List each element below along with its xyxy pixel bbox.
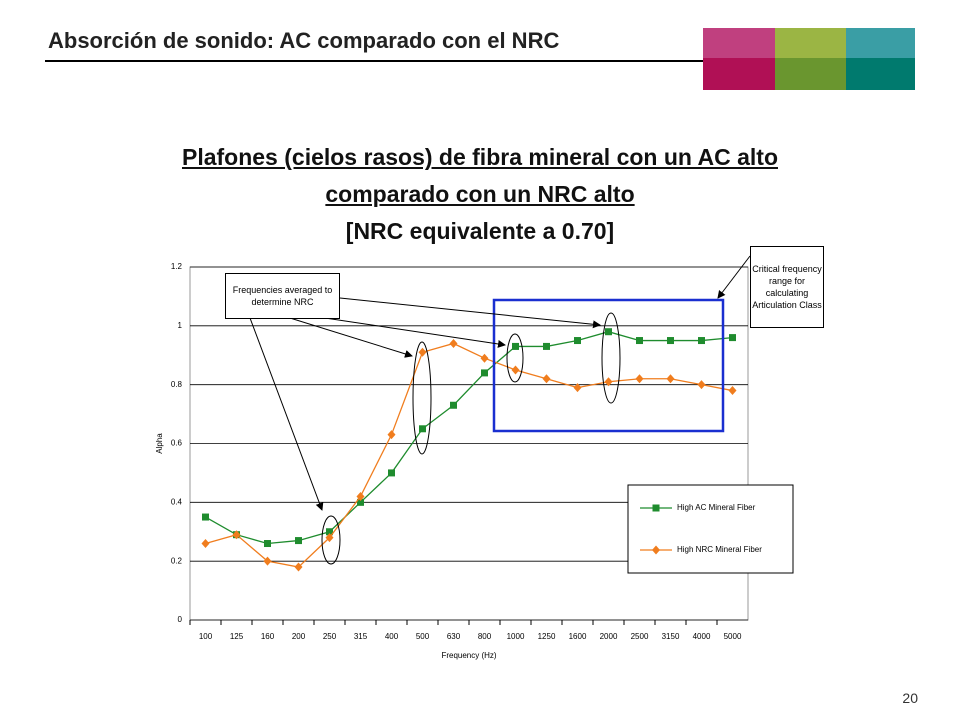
highlight-ellipse bbox=[506, 333, 524, 383]
data-point bbox=[635, 374, 644, 384]
title-rule bbox=[45, 60, 703, 62]
x-tick-label: 400 bbox=[385, 632, 399, 641]
data-point bbox=[325, 533, 334, 543]
x-tick-label: 630 bbox=[447, 632, 461, 641]
color-block bbox=[703, 28, 775, 58]
x-tick-label: 1250 bbox=[538, 632, 556, 641]
data-point bbox=[295, 537, 302, 545]
headline: Plafones (cielos rasos) de fibra mineral… bbox=[181, 144, 778, 170]
x-tick-label: 250 bbox=[323, 632, 337, 641]
data-point bbox=[264, 540, 271, 548]
y-tick-label: 0.4 bbox=[171, 497, 183, 506]
data-point bbox=[449, 338, 458, 348]
data-point bbox=[326, 528, 333, 536]
data-point bbox=[294, 562, 303, 572]
x-tick-label: 2000 bbox=[600, 632, 618, 641]
color-block bbox=[846, 58, 915, 90]
data-point bbox=[652, 504, 660, 512]
x-tick-label: 800 bbox=[478, 632, 492, 641]
data-point bbox=[481, 369, 488, 377]
arrows bbox=[249, 255, 751, 511]
headline: comparado con un NRC alto bbox=[325, 181, 635, 207]
y-axis-label: Alpha bbox=[155, 433, 164, 454]
highlight-ellipse bbox=[601, 312, 621, 404]
slide-title: Absorción de sonido: AC comparado con el… bbox=[48, 28, 560, 53]
annotation: Frequencies averaged to determine NRC bbox=[225, 273, 340, 319]
data-point bbox=[201, 539, 210, 549]
data-point bbox=[480, 353, 489, 363]
data-point bbox=[573, 383, 582, 393]
x-tick-label: 4000 bbox=[693, 632, 711, 641]
x-tick-label: 200 bbox=[292, 632, 306, 641]
annotation: Critical frequency range for calculating… bbox=[750, 246, 824, 328]
data-point bbox=[667, 337, 674, 345]
data-point bbox=[356, 491, 365, 501]
x-tick-label: 1600 bbox=[569, 632, 587, 641]
data-point bbox=[387, 430, 396, 440]
x-tick-label: 100 bbox=[199, 632, 213, 641]
y-tick-label: 1.2 bbox=[171, 262, 183, 271]
series-line bbox=[205, 331, 733, 545]
data-point bbox=[698, 337, 705, 345]
data-point bbox=[542, 374, 551, 384]
data-point bbox=[511, 365, 520, 375]
data-point bbox=[729, 334, 736, 342]
color-block bbox=[703, 58, 775, 90]
data-point bbox=[419, 425, 426, 433]
legend-label: High NRC Mineral Fiber bbox=[677, 545, 762, 554]
x-tick-label: 160 bbox=[261, 632, 275, 641]
y-tick-label: 0.6 bbox=[171, 439, 183, 448]
data-point bbox=[543, 342, 550, 350]
headline: [NRC equivalente a 0.70] bbox=[345, 218, 615, 244]
x-tick-label: 125 bbox=[230, 632, 244, 641]
data-point bbox=[574, 337, 581, 345]
x-tick-label: 5000 bbox=[724, 632, 742, 641]
critical-range-box bbox=[492, 298, 725, 433]
x-axis-label: Frequency (Hz) bbox=[441, 651, 496, 660]
x-tick-label: 2500 bbox=[631, 632, 649, 641]
highlight-ellipse bbox=[321, 515, 341, 565]
series-line bbox=[205, 342, 733, 568]
data-point bbox=[636, 337, 643, 345]
data-point bbox=[357, 498, 364, 506]
data-point bbox=[666, 374, 675, 384]
x-tick-label: 1000 bbox=[507, 632, 525, 641]
x-tick-label: 3150 bbox=[662, 632, 680, 641]
data-point bbox=[697, 380, 706, 390]
color-block bbox=[775, 28, 846, 58]
data-point bbox=[728, 386, 737, 396]
color-block bbox=[846, 28, 915, 58]
data-point bbox=[263, 556, 272, 566]
data-point bbox=[388, 469, 395, 477]
data-point bbox=[604, 377, 613, 387]
color-block bbox=[775, 58, 846, 90]
data-point bbox=[512, 342, 519, 350]
data-point bbox=[232, 530, 241, 540]
data-point bbox=[450, 401, 457, 409]
x-tick-label: 315 bbox=[354, 632, 368, 641]
x-tick-label: 500 bbox=[416, 632, 430, 641]
y-tick-label: 0.8 bbox=[171, 380, 183, 389]
legend-box bbox=[627, 484, 794, 574]
y-tick-label: 1 bbox=[178, 321, 183, 330]
data-point bbox=[202, 513, 209, 521]
legend-label: High AC Mineral Fiber bbox=[677, 503, 756, 512]
y-tick-label: 0 bbox=[178, 615, 183, 624]
page-number: 20 bbox=[902, 690, 918, 706]
highlight-ellipse bbox=[412, 341, 432, 455]
data-point bbox=[418, 347, 427, 357]
data-point bbox=[652, 545, 660, 555]
y-tick-label: 0.2 bbox=[171, 556, 183, 565]
data-point bbox=[605, 328, 612, 336]
